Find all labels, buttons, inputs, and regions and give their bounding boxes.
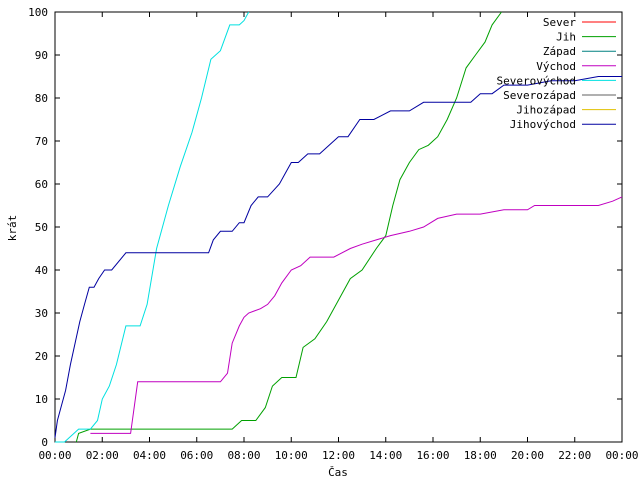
x-tick-label: 12:00 <box>322 449 355 462</box>
y-tick-label: 70 <box>35 135 48 148</box>
legend-label: Východ <box>536 60 576 73</box>
x-axis-label: Čas <box>328 466 348 479</box>
y-tick-label: 100 <box>28 6 48 19</box>
y-tick-label: 90 <box>35 49 48 62</box>
x-tick-label: 10:00 <box>275 449 308 462</box>
x-tick-label: 20:00 <box>511 449 544 462</box>
y-tick-label: 40 <box>35 264 48 277</box>
x-tick-label: 02:00 <box>86 449 119 462</box>
series-lines <box>54 11 623 443</box>
legend-label: Jihovýchod <box>510 118 576 131</box>
x-tick-label: 04:00 <box>133 449 166 462</box>
x-axis-ticks: 00:00 02:00 04:00 06:00 08:00 10:00 12:00 14:00… <box>38 12 639 462</box>
y-tick-label: 60 <box>35 178 48 191</box>
legend-label: Jihozápad <box>516 104 576 117</box>
x-tick-label: 08:00 <box>227 449 260 462</box>
series-line <box>90 196 623 434</box>
legend-label: Severozápad <box>503 89 576 102</box>
legend-label: Jih <box>556 31 576 44</box>
y-tick-label: 30 <box>35 307 48 320</box>
legend-label: Západ <box>543 45 576 58</box>
series-line <box>75 11 502 443</box>
y-tick-label: 80 <box>35 92 48 105</box>
x-tick-label: 06:00 <box>180 449 213 462</box>
y-axis-ticks: 0 10 20 30 40 50 60 70 80 90 100 <box>28 6 622 449</box>
x-tick-label: 22:00 <box>558 449 591 462</box>
y-axis-label: krát <box>6 215 19 242</box>
x-tick-label: 16:00 <box>416 449 449 462</box>
x-tick-label: 00:00 <box>38 449 71 462</box>
legend-label: Severovýchod <box>497 74 576 87</box>
x-tick-label: 14:00 <box>369 449 402 462</box>
series-line <box>54 76 622 438</box>
series-line <box>55 11 250 443</box>
x-tick-label: 18:00 <box>464 449 497 462</box>
y-tick-label: 0 <box>41 436 48 449</box>
y-tick-label: 20 <box>35 350 48 363</box>
x-tick-label: 00:00 <box>605 449 638 462</box>
legend-label: Sever <box>543 16 576 29</box>
y-tick-label: 10 <box>35 393 48 406</box>
y-tick-label: 50 <box>35 221 48 234</box>
